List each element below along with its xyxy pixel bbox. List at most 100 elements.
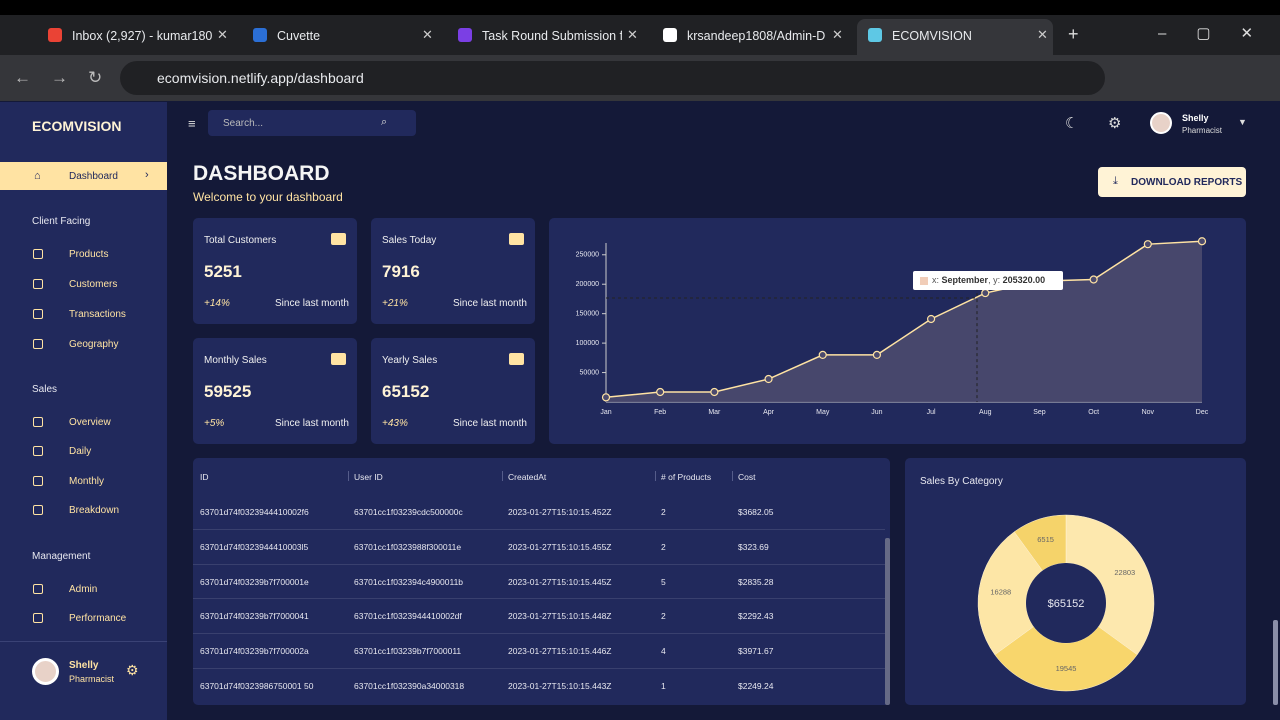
cell: 63701cc1f032394c4900011b — [354, 576, 464, 587]
tab-close[interactable]: ✕ — [1037, 27, 1048, 42]
page-title: DASHBOARD — [193, 162, 330, 185]
nav-icon[interactable] — [33, 417, 43, 427]
nav-icon[interactable] — [33, 339, 43, 349]
nav-icon[interactable] — [33, 584, 43, 594]
nav-icon[interactable] — [33, 446, 43, 456]
nav-item[interactable]: Daily — [69, 446, 92, 457]
nav-icon[interactable] — [33, 249, 43, 259]
nav-item[interactable]: Geography — [69, 339, 119, 350]
stat-since: Since last month — [453, 298, 527, 309]
stat-icon — [331, 233, 346, 245]
avatar[interactable] — [32, 658, 59, 685]
category-title: Sales By Category — [920, 476, 1003, 487]
tab-active[interactable] — [857, 19, 1053, 55]
page-scrollbar[interactable] — [1273, 620, 1278, 705]
cell: 63701cc1f0323988f300011e — [354, 541, 462, 552]
nav-icon[interactable] — [33, 309, 43, 319]
tab-title[interactable]: ECOMVISION — [892, 29, 972, 43]
tab-close[interactable]: ✕ — [627, 27, 638, 42]
cell: 63701cc1f032390a34000318 — [354, 681, 465, 691]
row-divider — [193, 668, 885, 669]
tab-title[interactable]: Task Round Submission f — [482, 29, 622, 43]
column-header: ID — [200, 472, 209, 482]
settings-button[interactable]: ⚙ — [1108, 115, 1122, 132]
tooltip-y-label: , y: — [988, 275, 1001, 285]
nav-buttons[interactable]: ←→↻ — [14, 68, 123, 87]
tab-icon[interactable] — [868, 28, 882, 42]
user-role: Pharmacist — [69, 674, 115, 684]
nav-heading: Sales — [32, 384, 58, 395]
tab-title[interactable]: krsandeep1808/Admin-D — [687, 29, 826, 43]
stat-since: Since last month — [275, 418, 349, 429]
stat-value: 65152 — [382, 382, 430, 401]
nav-item[interactable]: Transactions — [69, 309, 126, 320]
window-controls[interactable]: –▢✕ — [1158, 25, 1280, 42]
nav-item[interactable]: Monthly — [69, 476, 105, 487]
nav-icon[interactable] — [33, 613, 43, 623]
cell: 63701d74f0323944410002f6 — [200, 507, 309, 517]
cell: 2023-01-27T15:10:15.455Z — [508, 541, 612, 552]
stat-card — [193, 338, 357, 444]
row-divider — [193, 528, 885, 530]
top-avatar[interactable] — [1150, 112, 1172, 134]
stat-value: 7916 — [382, 262, 420, 281]
cell: 5 — [661, 576, 666, 587]
stat-since: Since last month — [275, 298, 349, 309]
download-label[interactable]: DOWNLOAD REPORTS — [1131, 177, 1243, 188]
menu-icon[interactable]: ≡ — [188, 116, 196, 131]
nav-item[interactable]: Overview — [69, 417, 111, 428]
cell: 2023-01-27T15:10:15.445Z — [508, 576, 612, 587]
nav-icon: ⌂ — [34, 170, 41, 182]
url[interactable]: ecomvision.netlify.app/dashboard — [157, 70, 364, 86]
download-icon: ⤓ — [1113, 175, 1118, 187]
stat-title: Sales Today — [382, 235, 437, 246]
search-box[interactable] — [208, 110, 416, 136]
download-button[interactable] — [1098, 167, 1246, 197]
page-subtitle: Welcome to your dashboard — [193, 190, 343, 204]
nav-item[interactable]: Performance — [69, 613, 127, 624]
nav-icon[interactable] — [33, 476, 43, 486]
tooltip-swatch — [920, 277, 928, 285]
nav-icon[interactable] — [33, 279, 43, 289]
tab-icon[interactable] — [663, 28, 677, 42]
stat-card — [371, 338, 535, 444]
stat-change: +43% — [382, 418, 408, 429]
new-tab[interactable]: + — [1068, 24, 1079, 44]
nav-item[interactable]: Customers — [69, 279, 118, 290]
tab-icon[interactable] — [458, 28, 472, 42]
settings-icon[interactable]: ⚙ — [126, 662, 139, 678]
top-user-role: Pharmacist — [1182, 126, 1223, 135]
row-divider — [193, 598, 885, 600]
cell: 2 — [661, 507, 666, 517]
nav-item[interactable]: Admin — [69, 584, 98, 595]
cell: 2 — [661, 611, 666, 622]
table-card — [193, 458, 890, 705]
tab-title[interactable]: Cuvette — [277, 29, 321, 43]
tab-close[interactable]: ✕ — [832, 27, 843, 42]
cell: 63701cc1f03239b7f7000011 — [354, 646, 462, 657]
brand[interactable]: ECOMVISION — [32, 118, 122, 134]
tab-close[interactable]: ✕ — [217, 27, 228, 42]
nav-icon[interactable] — [33, 505, 43, 515]
cell: 63701cc1f0323944410002df — [354, 611, 462, 622]
tab-title[interactable]: Inbox (2,927) - kumar180 — [72, 29, 212, 43]
tab-icon[interactable] — [48, 28, 62, 42]
nav-item[interactable]: Breakdown — [69, 505, 120, 516]
cell: $2835.28 — [738, 576, 774, 587]
column-header: User ID — [354, 472, 383, 482]
tab-close[interactable]: ✕ — [422, 27, 433, 42]
theme-toggle[interactable]: ☾ — [1065, 115, 1079, 132]
search-placeholder[interactable]: Search... — [223, 118, 264, 129]
category-card — [905, 458, 1246, 705]
nav-active[interactable] — [0, 162, 167, 190]
address-bar[interactable] — [120, 61, 1105, 95]
nav-item[interactable]: Products — [69, 249, 109, 260]
stat-card — [193, 218, 357, 324]
user-dropdown[interactable]: ▼ — [1238, 117, 1247, 127]
table-scrollbar[interactable] — [885, 538, 890, 705]
stat-value: 5251 — [204, 262, 242, 281]
cell: 2 — [661, 541, 666, 552]
nav-dashboard[interactable]: Dashboard — [69, 171, 118, 182]
tab-icon[interactable] — [253, 28, 267, 42]
nav-heading: Management — [32, 551, 91, 562]
